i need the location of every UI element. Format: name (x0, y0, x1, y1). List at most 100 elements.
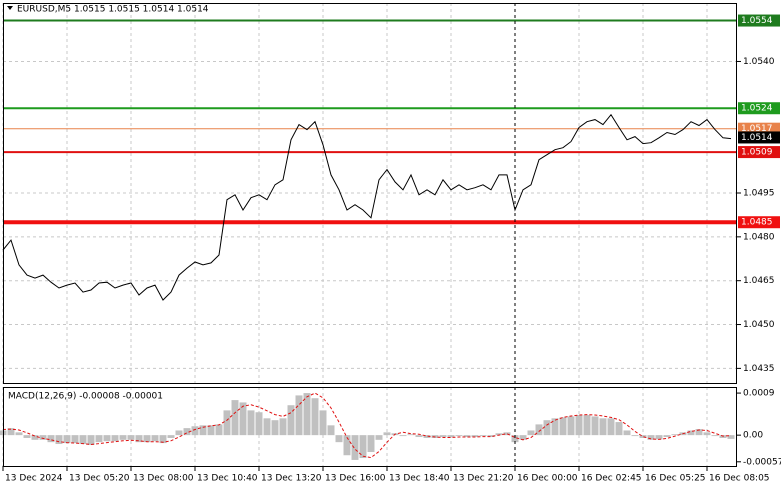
macd-bar (63, 435, 71, 444)
x-tick-label: 16 Dec 02:45 (581, 474, 642, 484)
macd-bar (39, 435, 47, 440)
level-label: 1.0509 (741, 148, 773, 158)
macd-bar (343, 435, 351, 456)
macd-bar (663, 435, 671, 438)
macd-bar (599, 418, 607, 436)
macd-bar (23, 435, 31, 438)
y-tick-label: 1.0495 (743, 189, 775, 199)
macd-bar (423, 435, 431, 438)
macd-bar (415, 435, 423, 438)
macd-bar (79, 435, 87, 445)
x-tick-label: 13 Dec 05:20 (69, 474, 130, 484)
macd-bar (335, 435, 343, 443)
main-frame (3, 3, 737, 384)
macd-bar (703, 432, 711, 436)
macd-bar (255, 412, 263, 436)
macd-bar (87, 435, 95, 445)
last-price-label: 1.0514 (741, 133, 773, 143)
macd-bar (583, 415, 591, 436)
macd-bar (495, 433, 503, 436)
x-tick-label: 16 Dec 05:25 (645, 474, 706, 484)
level-label: 1.0554 (741, 16, 773, 26)
y-tick-label: 1.0435 (743, 364, 775, 374)
y-tick-label: 0.0009 (743, 389, 775, 399)
macd-bar (175, 430, 183, 436)
macd-bar (487, 435, 495, 438)
x-tick-label: 16 Dec 08:05 (709, 474, 770, 484)
x-tick-label: 13 Dec 18:40 (389, 474, 450, 484)
macd-bar (119, 435, 127, 440)
signal-line (2, 392, 732, 459)
y-tick-label: 1.0480 (743, 232, 775, 242)
level-label: 1.0524 (741, 104, 773, 114)
macd-bar (167, 435, 175, 438)
macd-bar (447, 435, 455, 438)
macd-bar (559, 417, 567, 436)
macd-bar (319, 410, 327, 436)
macd-bar (543, 420, 551, 436)
macd-bar (71, 435, 79, 444)
macd-bar (295, 395, 303, 436)
macd-bar (111, 435, 119, 442)
x-tick-label: 13 Dec 13:20 (261, 474, 322, 484)
macd-bar (479, 435, 487, 437)
macd-bar (103, 435, 111, 442)
x-tick-label: 13 Dec 08:00 (133, 474, 194, 484)
macd-bar (279, 418, 287, 436)
macd-bar (287, 405, 295, 436)
macd-bar (519, 435, 527, 440)
macd-bar (95, 435, 103, 443)
chart-title: EURUSD,M5 1.0515 1.0515 1.0514 1.0514 (17, 5, 209, 15)
y-tick-label: 1.0540 (743, 57, 775, 67)
macd-bar (207, 425, 215, 436)
macd-bar (231, 400, 239, 436)
x-tick-label: 13 Dec 16:00 (325, 474, 386, 484)
macd-bar (623, 430, 631, 436)
macd-title: MACD(12,26,9) -0.00008 -0.00001 (8, 392, 163, 402)
macd-bar (455, 435, 463, 437)
macd-bar (143, 435, 151, 443)
macd-bar (711, 435, 719, 437)
x-tick-label: 13 Dec 2024 (5, 474, 63, 484)
macd-bar (463, 435, 471, 438)
y-tick-label: 1.0465 (743, 276, 775, 286)
macd-bar (727, 435, 735, 439)
macd-bar (215, 424, 223, 436)
macd-bar (567, 416, 575, 436)
macd-frame (3, 387, 737, 467)
level-label: 1.0517 (741, 124, 773, 134)
macd-bar (575, 415, 583, 436)
macd-bar (551, 418, 559, 436)
macd-bar (383, 432, 391, 436)
macd-bar (503, 432, 511, 436)
price-line (2, 113, 732, 301)
macd-bar (303, 393, 311, 436)
macd-bar (527, 430, 535, 436)
level-label-box (738, 14, 780, 27)
level-label-box (738, 146, 780, 159)
level-label-box (738, 216, 780, 229)
macd-bar (671, 434, 679, 436)
y-tick-label: -0.00057 (743, 457, 781, 467)
macd-bar (375, 435, 383, 440)
y-tick-label: 0.00 (743, 431, 763, 441)
level-label-box (738, 102, 780, 115)
x-tick-label: 13 Dec 21:20 (453, 474, 514, 484)
menu-arrow (7, 6, 13, 10)
x-tick-label: 13 Dec 10:40 (197, 474, 258, 484)
axis-labels: 1.0540 1.0495 1.0480 1.0465 1.0450 1.0435 13 D… (2, 14, 781, 484)
macd-bar (127, 435, 135, 440)
macd-bar (263, 418, 271, 436)
macd-bar (407, 434, 415, 436)
macd-bar (359, 435, 367, 459)
last-price-box (738, 131, 780, 144)
macd-bar (511, 435, 519, 443)
macd-bar (135, 435, 143, 443)
macd-bar (223, 410, 231, 436)
level-label: 1.0485 (741, 218, 773, 228)
macd-bar (311, 398, 319, 436)
macd-bar (695, 429, 703, 436)
y-tick-label: 1.0450 (743, 320, 775, 330)
